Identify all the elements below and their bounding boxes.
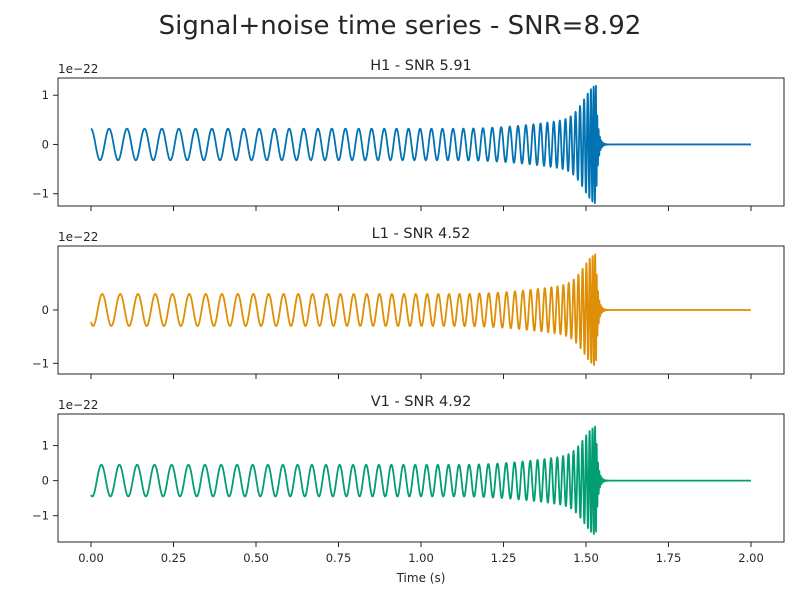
x-tick-label: 0.75: [326, 551, 352, 565]
y-tick-label: 0: [42, 303, 49, 317]
axes-frame: [57, 77, 785, 207]
y-tick-label: 0: [42, 474, 49, 488]
series-line: [90, 85, 752, 204]
y-tick-label: 1: [42, 88, 49, 102]
x-tick-label: 0.50: [243, 551, 269, 565]
x-tick-label: 0.25: [161, 551, 187, 565]
panel-title: V1 - SNR 4.92: [371, 394, 472, 410]
panel-title: H1 - SNR 5.91: [370, 58, 472, 74]
panel-title: L1 - SNR 4.52: [372, 226, 471, 242]
y-offset-text: 1e−22: [58, 398, 98, 412]
y-tick-label: −1: [32, 509, 49, 523]
y-tick-label: −1: [32, 356, 49, 370]
x-axis-label: Time (s): [396, 571, 446, 585]
panel-2: V1 - SNR 4.92 1e−22 0.00 0.25 0.50 0.75 1.00 1.…: [32, 394, 785, 565]
panel-1: L1 - SNR 4.52 1e−22 −1 0: [32, 226, 785, 379]
figure-title: Signal+noise time series - SNR=8.92: [159, 11, 642, 41]
x-tick-label: 2.00: [738, 551, 764, 565]
x-tick-label: 0.00: [78, 551, 104, 565]
x-tick-label: 1.75: [656, 551, 682, 565]
y-tick-label: −1: [32, 187, 49, 201]
series-line: [90, 253, 752, 366]
y-tick-label: 0: [42, 137, 49, 151]
panel-0: H1 - SNR 5.91 1e−22 −1 0 1: [32, 58, 785, 211]
x-tick-label: 1.25: [491, 551, 517, 565]
x-tick-label: 1.00: [408, 551, 434, 565]
y-offset-text: 1e−22: [58, 230, 98, 244]
y-offset-text: 1e−22: [58, 62, 98, 76]
x-tick-label: 1.50: [573, 551, 599, 565]
series-line: [90, 425, 752, 535]
axes-frame: [57, 413, 785, 543]
y-tick-label: 1: [42, 439, 49, 453]
